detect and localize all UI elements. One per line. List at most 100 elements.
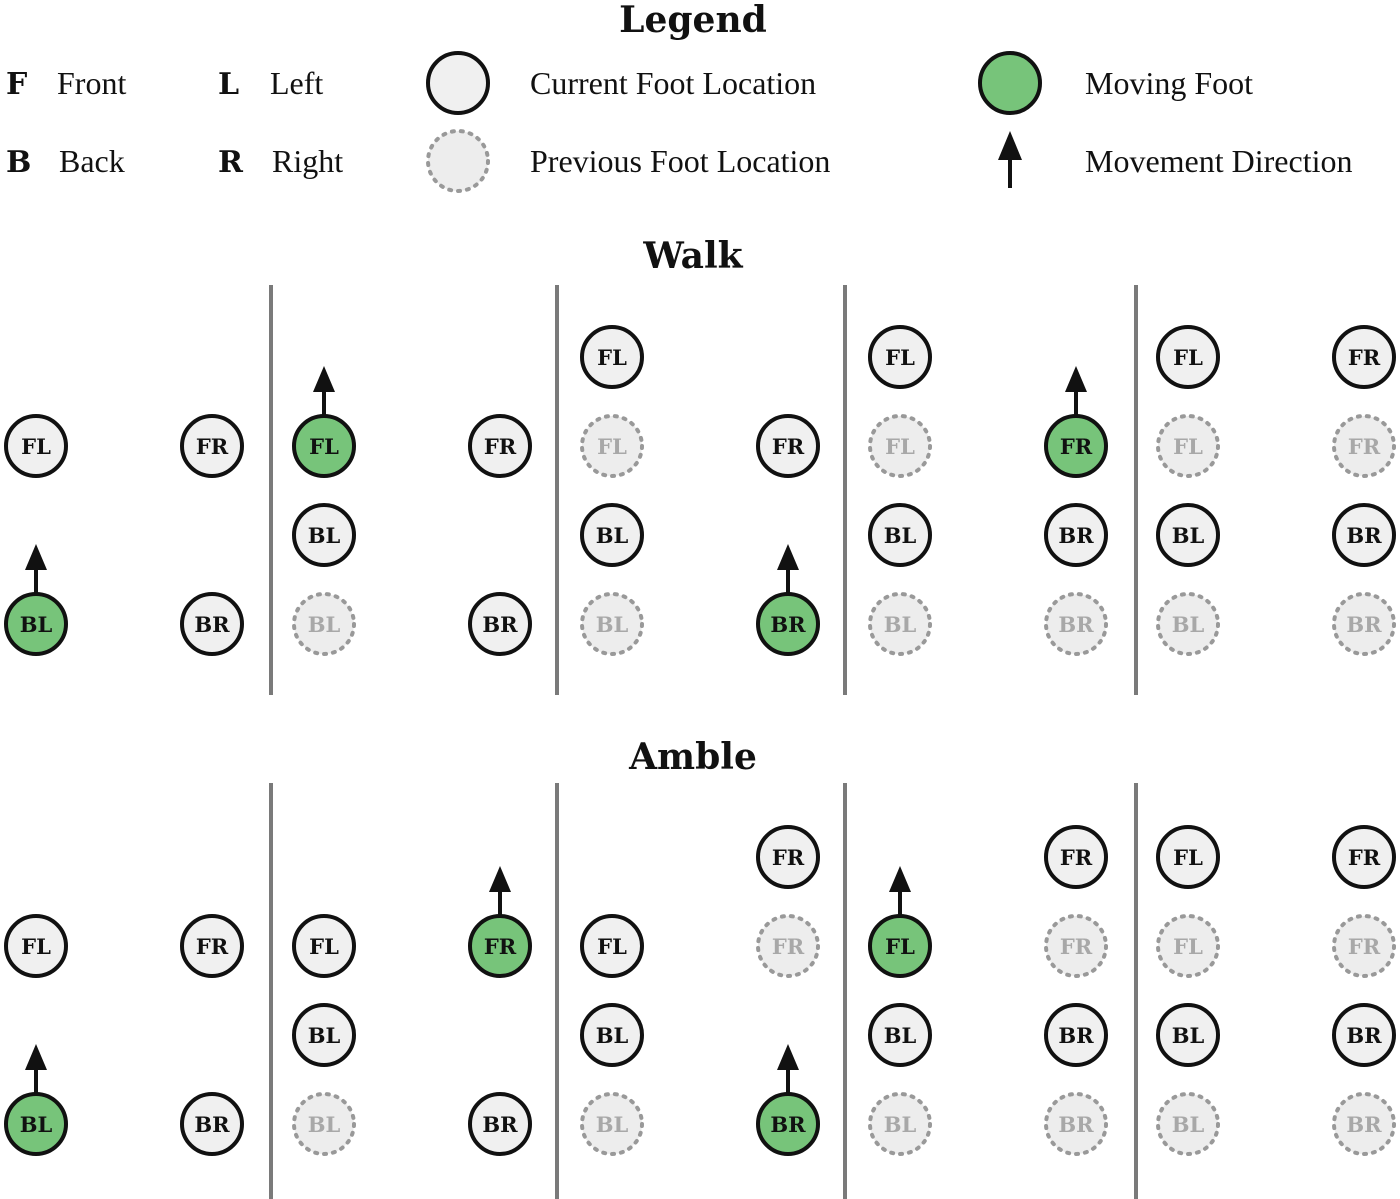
legend: Legend F Front B Back L Left R Right Cur…	[6, 0, 1352, 193]
foot-circle	[1156, 825, 1220, 889]
foot-bl-previous: BL	[868, 592, 932, 656]
foot-fr-previous: FR	[756, 914, 820, 978]
foot-fl-current: FL	[868, 325, 932, 389]
foot-fr-moving: FR	[468, 866, 532, 978]
foot-label: BR	[1058, 1023, 1094, 1048]
foot-fl-current: FL	[580, 325, 644, 389]
foot-bl-current: BL	[868, 503, 932, 567]
legend-text-right: Right	[272, 143, 343, 179]
foot-fr-previous: FR	[1332, 914, 1396, 978]
foot-circle	[580, 592, 644, 656]
foot-fl-current: FL	[4, 914, 68, 978]
foot-circle	[1044, 825, 1108, 889]
foot-label: BL	[308, 612, 341, 637]
legend-text-previous: Previous Foot Location	[530, 143, 830, 179]
foot-bl-previous: BL	[580, 1092, 644, 1156]
foot-circle	[868, 1003, 932, 1067]
foot-fr-previous: FR	[1332, 414, 1396, 478]
foot-label: BL	[596, 1023, 629, 1048]
foot-br-moving: BR	[756, 1044, 820, 1156]
foot-fl-previous: FL	[1156, 414, 1220, 478]
foot-label: BR	[482, 1112, 518, 1137]
foot-label: FR	[196, 934, 229, 959]
foot-label: FL	[1173, 434, 1203, 459]
foot-circle	[868, 414, 932, 478]
legend-title: Legend	[619, 0, 767, 41]
foot-circle	[580, 914, 644, 978]
foot-circle	[180, 914, 244, 978]
walk-step-1: FL FR BL BR	[4, 414, 244, 656]
foot-label: FL	[1173, 845, 1203, 870]
arrow-up-icon	[313, 366, 335, 416]
foot-label: FL	[309, 434, 339, 459]
moving-foot-swatch	[978, 51, 1042, 115]
foot-label: FL	[885, 345, 915, 370]
foot-circle	[1156, 1092, 1220, 1156]
foot-label: FR	[1348, 345, 1381, 370]
amble-step-4: FR BL BR FR FL BL BR	[868, 825, 1108, 1156]
foot-fl-previous: FL	[580, 414, 644, 478]
foot-circle	[1156, 414, 1220, 478]
foot-fl-moving: FL	[292, 366, 356, 478]
foot-fl-previous: FL	[1156, 914, 1220, 978]
foot-label: BR	[770, 612, 806, 637]
foot-circle	[1156, 914, 1220, 978]
foot-label: BL	[20, 612, 53, 637]
foot-circle	[1332, 1003, 1396, 1067]
foot-label: BR	[1346, 612, 1382, 637]
foot-circle	[1044, 503, 1108, 567]
foot-circle	[4, 1092, 68, 1156]
foot-fr-current: FR	[756, 414, 820, 478]
foot-circle	[1044, 414, 1108, 478]
foot-label: BL	[1172, 523, 1205, 548]
legend-key-left: L	[218, 67, 239, 102]
legend-text-moving: Moving Foot	[1085, 65, 1253, 101]
foot-circle	[1044, 1003, 1108, 1067]
foot-circle	[292, 414, 356, 478]
foot-label: FR	[1060, 845, 1093, 870]
arrow-up-icon	[889, 866, 911, 916]
arrow-up-icon	[25, 544, 47, 594]
foot-circle	[868, 503, 932, 567]
foot-label: FL	[597, 345, 627, 370]
foot-label: FL	[597, 434, 627, 459]
foot-circle	[1332, 503, 1396, 567]
foot-bl-current: BL	[1156, 503, 1220, 567]
foot-br-moving: BR	[756, 544, 820, 656]
foot-circle	[1332, 592, 1396, 656]
foot-label: BL	[596, 523, 629, 548]
foot-br-previous: BR	[1332, 592, 1396, 656]
arrow-up-icon	[489, 866, 511, 916]
foot-fr-moving: FR	[1044, 366, 1108, 478]
foot-circle	[1156, 1003, 1220, 1067]
arrow-up-icon	[777, 544, 799, 594]
foot-label: BL	[884, 523, 917, 548]
foot-fr-previous: FR	[1044, 914, 1108, 978]
legend-key-front: F	[6, 67, 27, 102]
foot-circle	[756, 592, 820, 656]
foot-label: FL	[885, 434, 915, 459]
foot-bl-previous: BL	[868, 1092, 932, 1156]
gait-title-amble: Amble	[628, 736, 757, 778]
foot-circle	[756, 414, 820, 478]
foot-label: BR	[194, 1112, 230, 1137]
foot-circle	[180, 1092, 244, 1156]
foot-fr-current: FR	[180, 914, 244, 978]
legend-text-current: Current Foot Location	[530, 65, 816, 101]
foot-circle	[4, 414, 68, 478]
foot-br-current: BR	[1044, 1003, 1108, 1067]
foot-circle	[580, 414, 644, 478]
foot-circle	[292, 503, 356, 567]
foot-br-previous: BR	[1332, 1092, 1396, 1156]
foot-circle	[1332, 825, 1396, 889]
foot-fl-current: FL	[292, 914, 356, 978]
foot-label: BL	[1172, 612, 1205, 637]
arrow-up-icon	[25, 1044, 47, 1094]
foot-label: BL	[308, 1112, 341, 1137]
foot-br-current: BR	[1332, 1003, 1396, 1067]
foot-circle	[1044, 592, 1108, 656]
arrow-up-icon	[777, 1044, 799, 1094]
foot-circle	[868, 325, 932, 389]
current-foot-swatch	[426, 51, 490, 115]
